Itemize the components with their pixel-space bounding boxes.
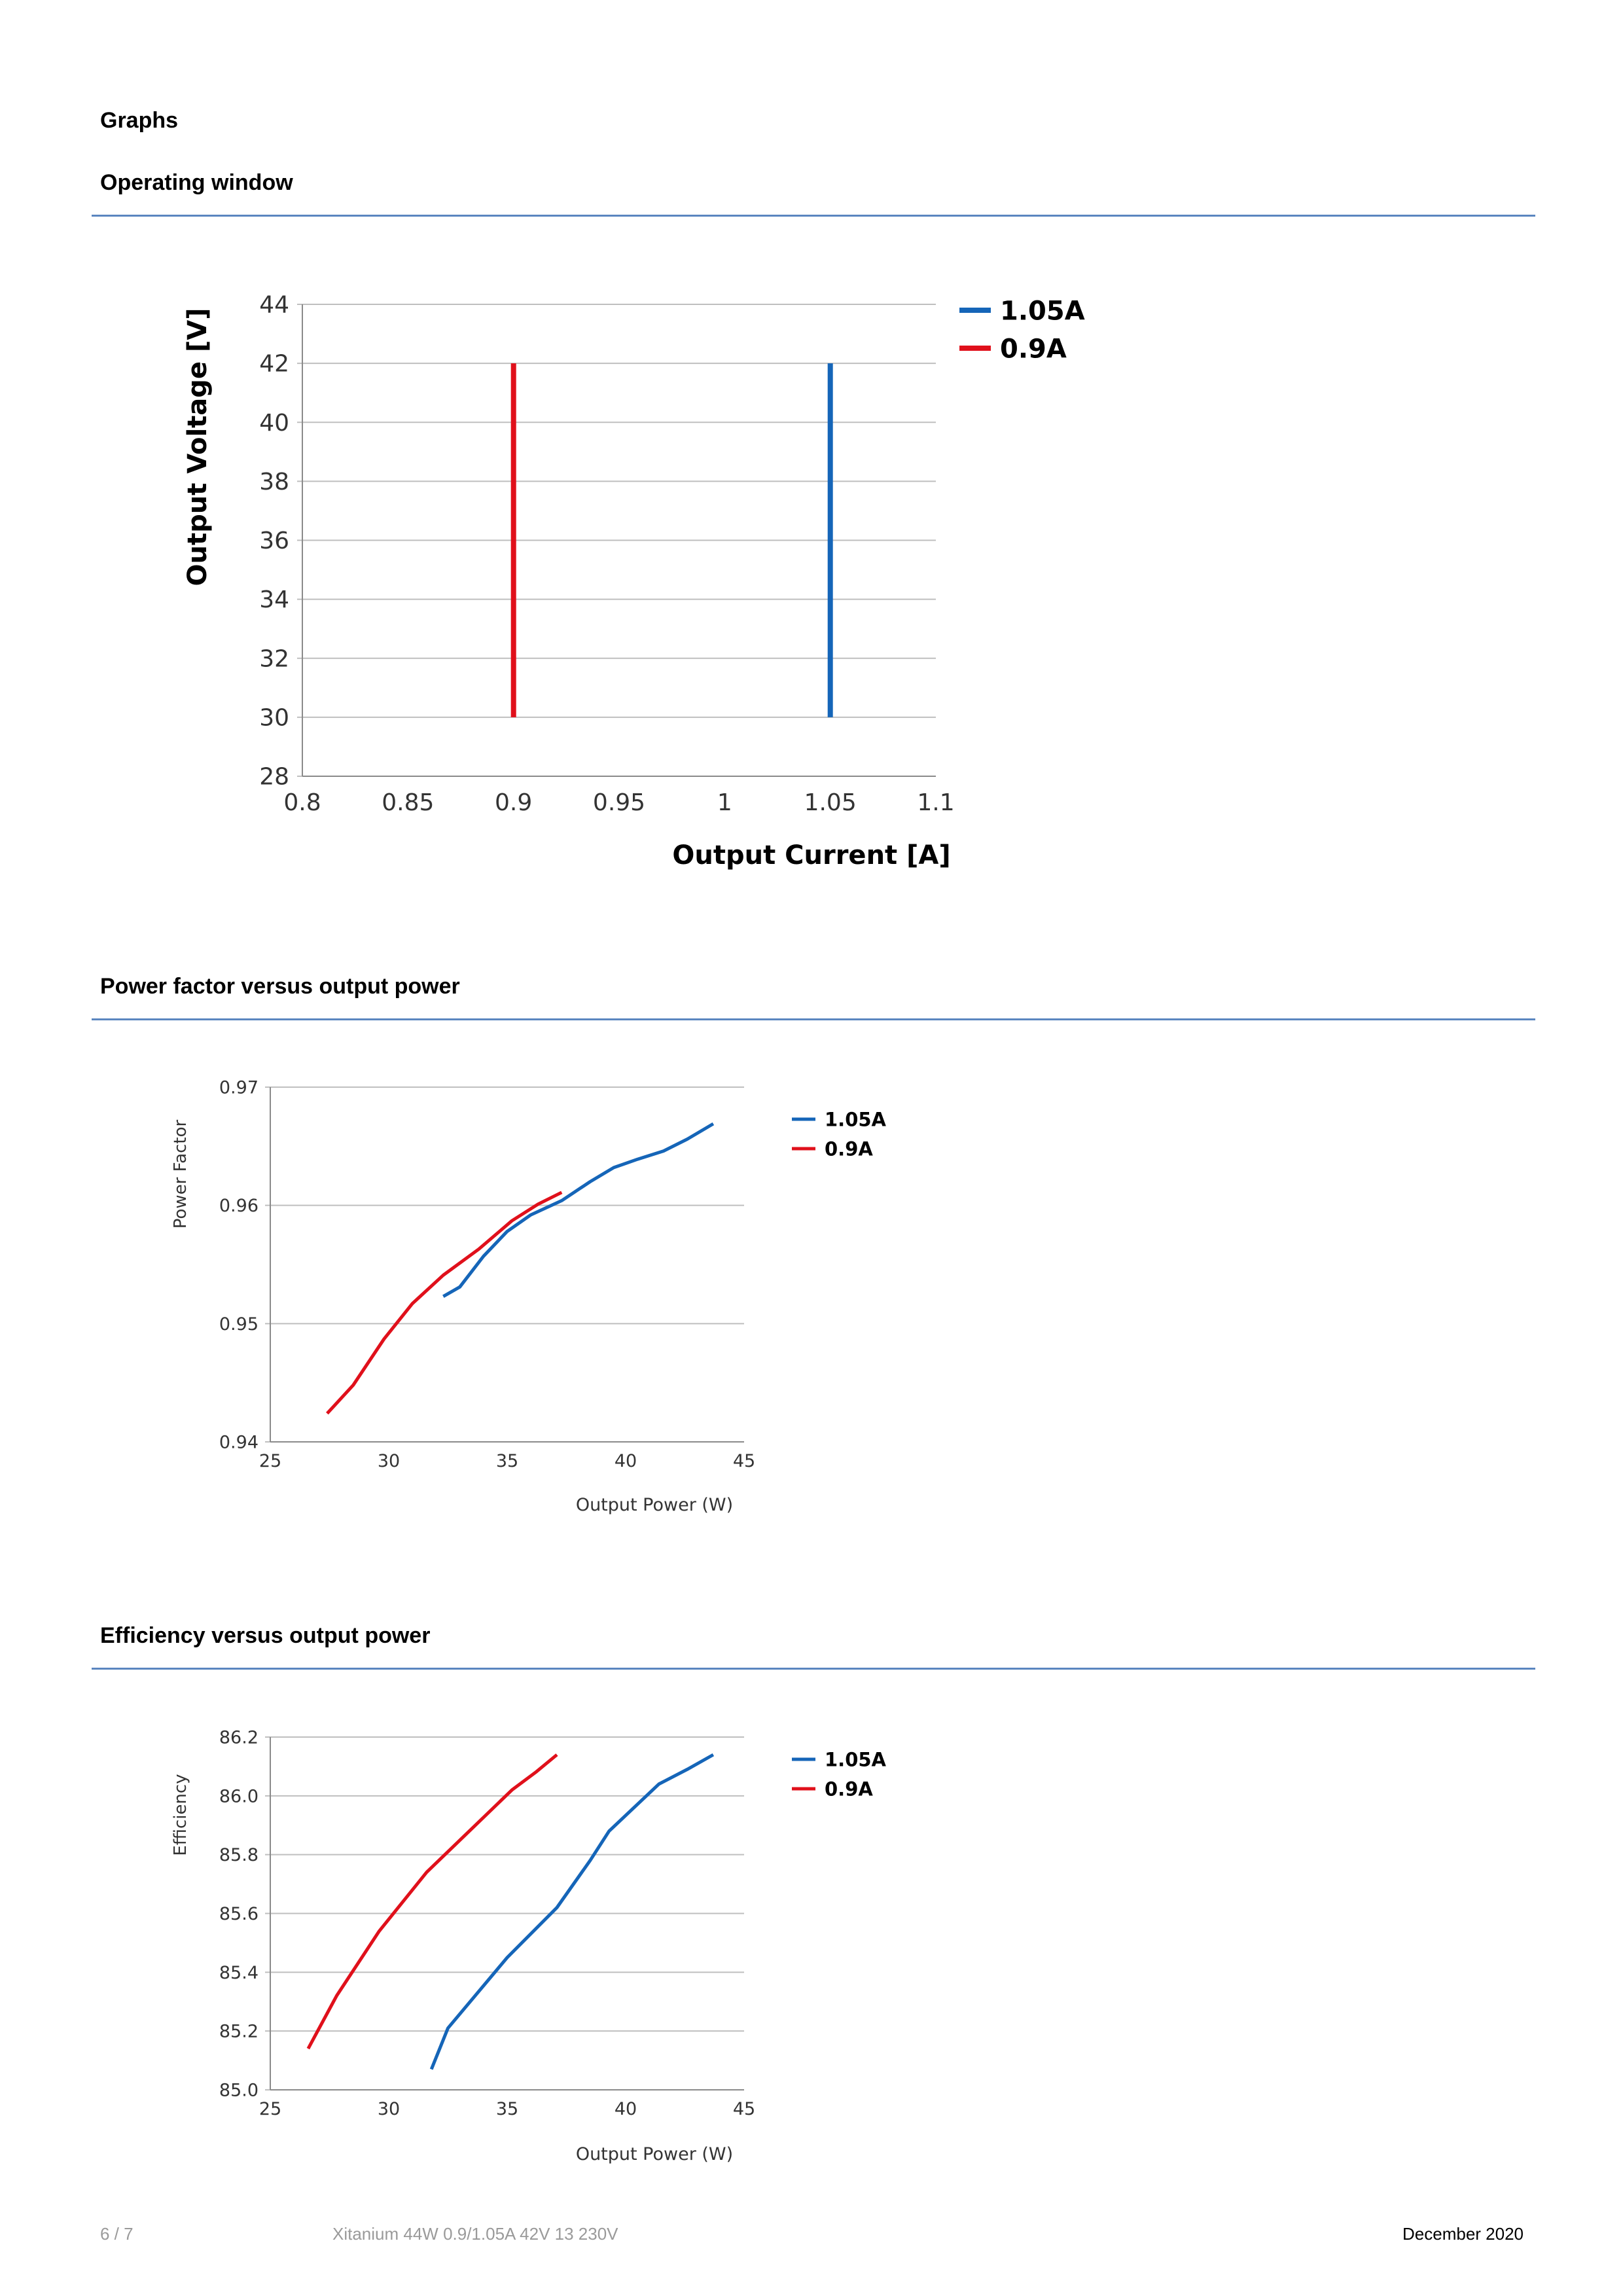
operating-window-chart: 28 30 32 34 36 38 40 42 44 0.8 0.85 0.9 0.95 1 1.05 1.1… xyxy=(183,292,1085,870)
y-tick-label: 85.6 xyxy=(219,1904,259,1924)
y-tick-label: 0.97 xyxy=(219,1077,259,1098)
section-title-power-factor: Power factor versus output power xyxy=(100,974,460,999)
x-axis-label: Output Power (W) xyxy=(576,1495,733,1515)
x-tick-label: 0.9 xyxy=(495,789,532,816)
x-tick-label: 40 xyxy=(615,1451,637,1471)
x-tick-label: 30 xyxy=(378,1451,400,1471)
footer-product-name: Xitanium 44W 0.9/1.05A 42V 13 230V xyxy=(332,2224,618,2244)
y-tick-label: 0.94 xyxy=(219,1432,259,1452)
section-title-efficiency: Efficiency versus output power xyxy=(100,1623,431,1648)
x-axis-label: Output Power (W) xyxy=(576,2144,733,2164)
x-tick-label: 1.05 xyxy=(804,789,857,816)
legend-label: 1.05A xyxy=(1000,296,1085,326)
y-tick-label: 42 xyxy=(259,351,289,378)
y-tick-label: 28 xyxy=(259,764,289,791)
x-tick-label: 1 xyxy=(717,789,732,816)
x-axis-label: Output Current [A] xyxy=(672,840,950,870)
footer-page-number: 6 / 7 xyxy=(100,2224,134,2244)
x-tick-label: 25 xyxy=(259,2099,281,2119)
efficiency-chart: 85.0 85.2 85.4 85.6 85.8 86.0 86.2 25 30 35 40 45 Ef… xyxy=(171,1727,887,2164)
legend-label: 1.05A xyxy=(825,1748,887,1770)
y-tick-label: 86.0 xyxy=(219,1786,259,1806)
page-heading: Graphs xyxy=(100,108,179,133)
y-tick-label: 85.2 xyxy=(219,2022,259,2042)
footer-date: December 2020 xyxy=(1402,2224,1524,2244)
x-tick-label: 45 xyxy=(733,1451,755,1471)
x-tick-label: 1.1 xyxy=(917,789,954,816)
y-tick-label: 32 xyxy=(259,645,289,672)
y-tick-label: 30 xyxy=(259,704,289,731)
x-tick-label: 35 xyxy=(496,1451,518,1471)
section-divider xyxy=(92,1018,1535,1020)
legend-label: 1.05A xyxy=(825,1108,887,1130)
y-tick-label: 0.95 xyxy=(219,1314,259,1335)
y-tick-label: 85.0 xyxy=(219,2080,259,2100)
series-line-1.05A xyxy=(442,1122,715,1298)
x-tick-label: 40 xyxy=(615,2099,637,2119)
y-axis-label: Efficiency xyxy=(171,1774,190,1856)
x-tick-label: 30 xyxy=(378,2099,400,2119)
y-tick-label: 85.8 xyxy=(219,1845,259,1865)
y-tick-label: 40 xyxy=(259,410,289,437)
legend-label: 0.9A xyxy=(825,1778,873,1800)
y-tick-label: 86.2 xyxy=(219,1727,259,1748)
series-line-0.9A xyxy=(306,1753,558,2050)
y-axis-label: Power Factor xyxy=(171,1119,190,1229)
section-divider xyxy=(92,1668,1535,1670)
series-line-0.9A xyxy=(326,1191,563,1415)
x-tick-label: 0.95 xyxy=(593,789,645,816)
y-tick-label: 44 xyxy=(259,292,289,319)
x-tick-label: 0.85 xyxy=(382,789,434,816)
y-tick-label: 38 xyxy=(259,469,289,495)
section-divider xyxy=(92,215,1535,217)
x-tick-label: 0.8 xyxy=(283,789,321,816)
y-tick-label: 0.96 xyxy=(219,1196,259,1216)
power-factor-chart: 0.94 0.95 0.96 0.97 25 30 35 40 45 Power Factor Ou… xyxy=(171,1077,887,1515)
legend-label: 0.9A xyxy=(825,1138,873,1160)
legend-label: 0.9A xyxy=(1000,334,1067,364)
y-tick-label: 85.4 xyxy=(219,1963,259,1983)
y-tick-label: 34 xyxy=(259,586,289,613)
section-title-operating-window: Operating window xyxy=(100,170,293,195)
y-tick-label: 36 xyxy=(259,528,289,554)
series-line-1.05A xyxy=(429,1753,715,2070)
x-tick-label: 45 xyxy=(733,2099,755,2119)
x-tick-label: 35 xyxy=(496,2099,518,2119)
x-tick-label: 25 xyxy=(259,1451,281,1471)
y-axis-label: Output Voltage [V] xyxy=(183,308,213,586)
